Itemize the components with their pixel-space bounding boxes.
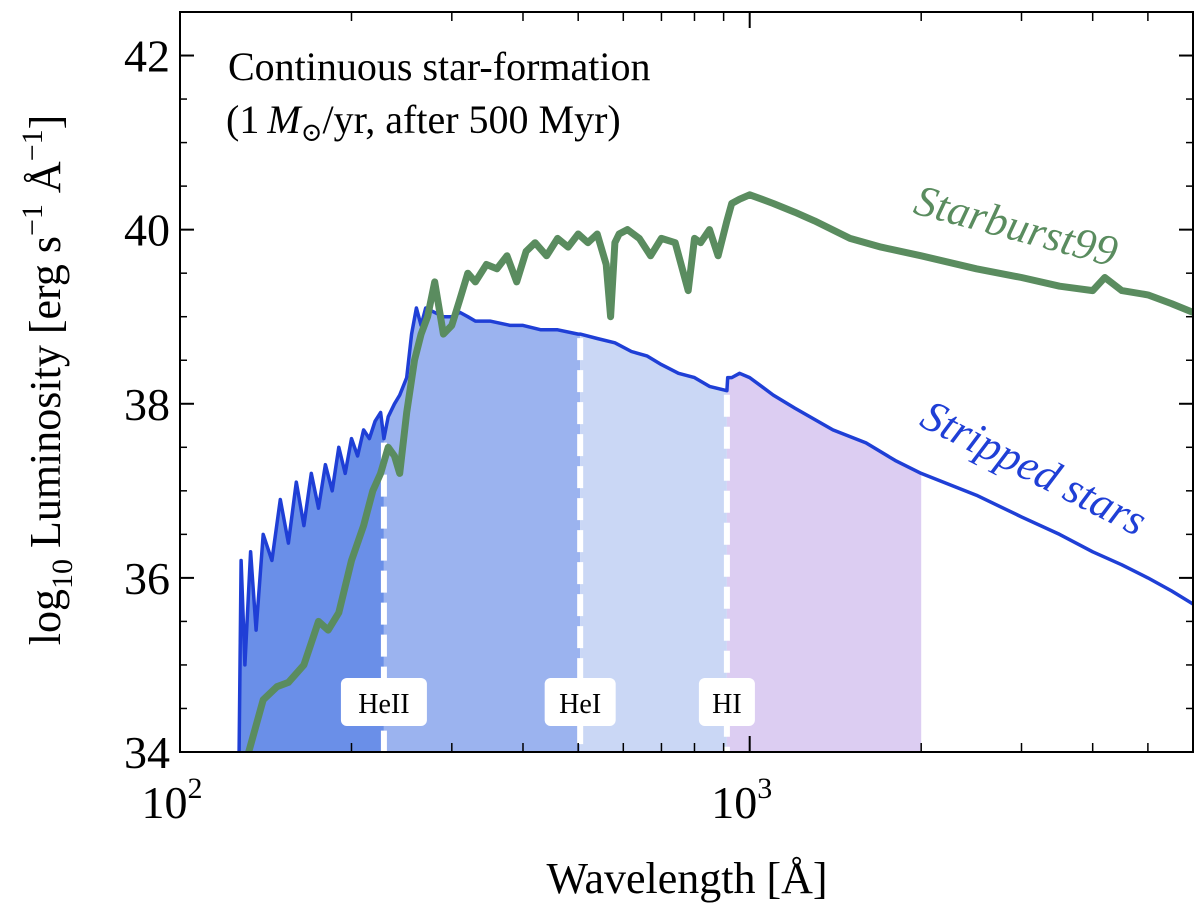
y-title-end: ] (21, 115, 70, 130)
y-tick-label: 42 (124, 31, 170, 82)
ionization-bands (239, 308, 922, 752)
axis-ticks: 34 36 38 40 42 102 103 (124, 12, 1193, 828)
band-2 (580, 334, 727, 752)
y-title-log: log (21, 589, 70, 645)
y-title-angstrom: Å (21, 161, 70, 204)
edge-label-box-hi (698, 678, 755, 726)
edge-label-box-heii (340, 678, 427, 726)
edge-labels: HeII HeI HI (340, 678, 755, 726)
x-tick-label: 102 (142, 772, 203, 828)
series-line-starburst99 (245, 191, 1193, 752)
y-title-sup-2: −1 (16, 129, 49, 161)
x-axis-title: Wavelength [Å] (546, 854, 827, 903)
annotation-prefix: (1 (226, 97, 267, 142)
x-tick-label: 103 (711, 772, 772, 828)
edge-label-heii: HeII (358, 689, 409, 720)
band-1 (383, 308, 581, 752)
edge-label-box-hei (544, 678, 616, 726)
annotation-sun-symbol: ⊙ (301, 118, 323, 147)
annotation-line-1: Continuous star-formation (228, 44, 650, 89)
band-0 (239, 412, 384, 752)
band-3 (726, 373, 922, 752)
annotation-suffix: /yr, after 500 Myr) (322, 97, 620, 142)
y-tick-label: 38 (124, 379, 170, 430)
series-line-stripped-stars (237, 306, 1193, 752)
edge-label-hi: HI (712, 689, 742, 720)
y-tick-label: 40 (124, 205, 170, 256)
y-axis-title: log10 Luminosity [erg s−1 Å−1] (16, 115, 79, 646)
plot-frame (179, 11, 1194, 753)
y-title-sup-1: −1 (16, 204, 49, 236)
series-lines (237, 191, 1193, 752)
annotation-line-2: (1 M⊙/yr, after 500 Myr) (226, 97, 621, 147)
y-title-log-sub: 10 (46, 559, 79, 589)
y-title-rest: Luminosity [erg s (21, 236, 70, 559)
edge-label-hei: HeI (559, 689, 601, 720)
y-tick-label: 36 (124, 553, 170, 604)
y-tick-label: 34 (124, 727, 170, 778)
annotation-msun: M (266, 97, 303, 142)
